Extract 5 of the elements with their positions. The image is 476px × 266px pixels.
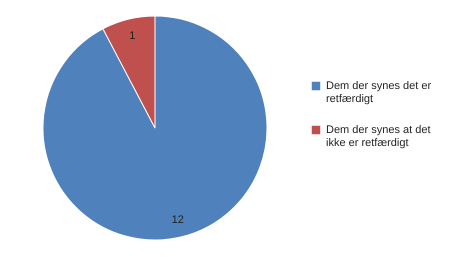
data-label: 1 (129, 30, 136, 42)
pie-slice (42, 16, 268, 240)
legend-label: Dem der synes det er retfærdigt (326, 80, 432, 105)
legend-label: Dem der synes at det ikke er retfærdigt (326, 124, 431, 149)
data-label: 12 (172, 214, 184, 226)
